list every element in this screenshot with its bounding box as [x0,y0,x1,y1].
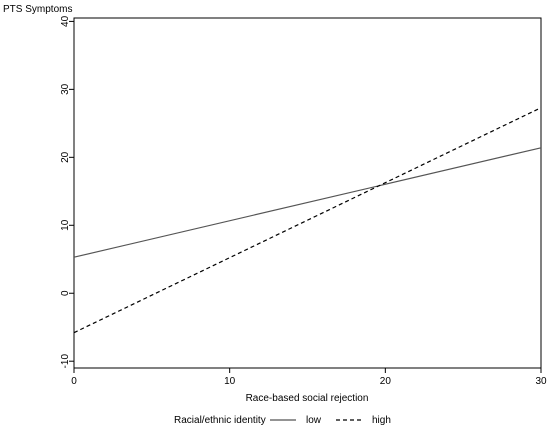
y-tick-label: 10 [60,219,71,231]
y-ticks: -10 0 10 20 30 40 [60,15,74,368]
legend-items: low high [270,415,391,426]
y-tick-label: 30 [60,83,71,95]
x-ticks: 0 10 20 30 [71,368,547,387]
y-tick-label: 20 [60,151,71,163]
legend-label-low: low [306,415,322,426]
x-tick-label: 30 [535,376,547,387]
x-tick-label: 0 [71,376,77,387]
y-axis-title: PTS Symptoms [3,4,72,15]
y-tick-label: 40 [60,15,71,27]
y-tick-label: 0 [60,290,71,296]
y-tick-label: -10 [60,354,71,369]
x-tick-label: 10 [224,376,236,387]
plot-frame [73,17,542,369]
series-line-high [73,107,542,334]
x-axis-title: Race-based social rejection [246,393,369,404]
legend-title: Racial/ethnic identity [174,415,266,426]
series-line-low [73,147,542,258]
legend: Racial/ethnic identity low high [174,415,391,426]
x-tick-label: 20 [380,376,392,387]
series-lines [73,107,542,334]
legend-label-high: high [372,415,391,426]
